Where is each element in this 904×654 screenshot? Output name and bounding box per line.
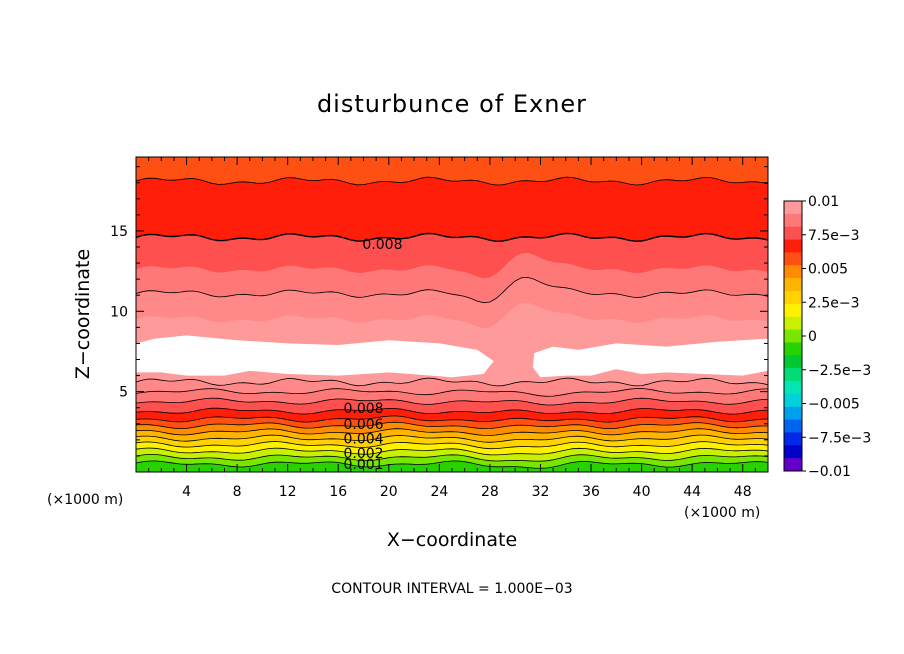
colorbar-swatch [784, 265, 802, 279]
x-tick-label: 24 [430, 484, 448, 500]
contour-line-7 [136, 415, 768, 423]
chart-title: disturbunce of Exner [317, 90, 587, 118]
colorbar-label: 2.5e−3 [808, 295, 860, 311]
colorbar-swatch [784, 329, 802, 343]
contour-line-12 [136, 447, 768, 456]
contour-label-4: 0.002 [343, 446, 383, 462]
colorbar-label: 0.01 [808, 194, 839, 210]
right-white-region [532, 338, 768, 378]
contour-line-1 [136, 232, 768, 243]
contour-label-0: 0.008 [362, 237, 402, 253]
colorbar-swatch [784, 342, 802, 356]
contour-band-1 [136, 176, 768, 242]
contour-line-11 [136, 441, 768, 450]
left-white-region [136, 335, 494, 378]
colorbar-label: −0.01 [808, 464, 851, 480]
contour-line-13 [136, 454, 768, 462]
colorbar-swatch [784, 419, 802, 433]
colorbar-swatch [784, 445, 802, 459]
colorbar-swatch [784, 239, 802, 253]
contour-line-8 [136, 421, 768, 430]
x-tick-label: 48 [734, 484, 752, 500]
x-axis-ticks: 4 8 12 16 20 24 28 32 36 40 44 48 [148, 157, 756, 500]
y-axis-ticks: 5 10 15 [110, 166, 768, 457]
x-tick-label: 8 [233, 484, 242, 500]
contour-line-10 [136, 434, 768, 443]
colorbar-swatch [784, 355, 802, 369]
x-tick-label: 20 [380, 484, 398, 500]
colorbar-swatch [784, 406, 802, 421]
colorbar-labels: 0.01 7.5e−3 0.005 2.5e−3 0 −2.5e−3 −0.005 −7.5e… [802, 194, 871, 480]
colorbar-swatch [784, 458, 802, 472]
x-tick-label: 32 [532, 484, 550, 500]
contour-line-6 [136, 407, 768, 415]
colorbar-swatch [784, 381, 802, 395]
colorbar-label: −0.005 [808, 397, 860, 413]
contour-line-2 [136, 276, 768, 304]
colorbar-swatch [784, 368, 802, 382]
x-tick-label: 16 [329, 484, 347, 500]
x-axis-label: X−coordinate [387, 529, 517, 551]
x-tick-label: 40 [633, 484, 651, 500]
colorbar-swatch [784, 393, 802, 408]
x-tick-label: 28 [481, 484, 499, 500]
x-unit-label: (×1000 m) [684, 505, 760, 521]
colorbar-swatch [784, 201, 802, 215]
colorbar-swatch [784, 316, 802, 331]
y-tick-label: 5 [119, 385, 128, 401]
white-regions [136, 335, 768, 378]
contour-interval-note: CONTOUR INTERVAL = 1.000E−03 [331, 581, 572, 597]
contour-line-4 [136, 388, 768, 397]
colorbar-swatch [784, 252, 802, 266]
x-tick-label: 36 [582, 484, 600, 500]
colorbar-swatch [784, 432, 802, 446]
y-tick-label: 10 [110, 304, 128, 320]
y-tick-label: 15 [110, 224, 128, 240]
colorbar-swatch [784, 291, 802, 305]
colorbar-swatch [784, 303, 802, 318]
x-tick-label: 4 [182, 484, 191, 500]
contour-line-9 [136, 428, 768, 436]
colorbar-label: 0.005 [808, 262, 848, 278]
colorbar-swatch [784, 278, 802, 292]
contour-line-5 [136, 397, 768, 406]
contour-line-0 [136, 176, 768, 186]
colorbar-swatch [784, 213, 802, 228]
contour-label-5: 0.001 [343, 457, 383, 473]
contour-lines [136, 176, 768, 469]
x-tick-label: 12 [279, 484, 297, 500]
colorbar-label: −7.5e−3 [808, 430, 871, 446]
contour-label-2: 0.006 [343, 417, 383, 433]
contour-line-3 [136, 377, 768, 387]
y-unit-label: (×1000 m) [47, 492, 123, 508]
contour-label-3: 0.004 [343, 431, 383, 447]
y-axis-label: Z−coordinate [72, 249, 94, 379]
colorbar-swatch [784, 226, 802, 241]
colorbar-label: −2.5e−3 [808, 363, 871, 379]
colorbar [783, 200, 803, 472]
contour-line-14 [136, 460, 768, 469]
colorbar-label: 7.5e−3 [808, 228, 860, 244]
colorbar-label: 0 [808, 329, 817, 345]
contour-label-1: 0.008 [343, 401, 383, 417]
x-tick-label: 44 [683, 484, 701, 500]
